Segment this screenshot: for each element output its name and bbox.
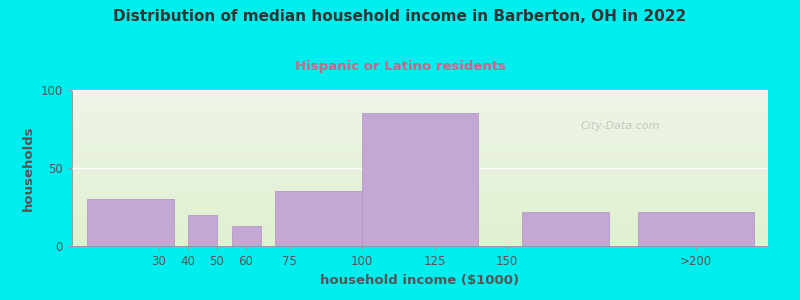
Y-axis label: households: households [22, 125, 35, 211]
Bar [188, 215, 217, 246]
Text: Hispanic or Latino residents: Hispanic or Latino residents [294, 60, 506, 73]
X-axis label: household income ($1000): household income ($1000) [321, 274, 519, 286]
Bar [362, 113, 478, 246]
Text: Distribution of median household income in Barberton, OH in 2022: Distribution of median household income … [114, 9, 686, 24]
Bar [638, 212, 754, 246]
Bar [231, 226, 261, 246]
Text: City-Data.com: City-Data.com [580, 121, 659, 131]
Bar [522, 212, 609, 246]
Bar [86, 199, 174, 246]
Bar [275, 191, 362, 246]
